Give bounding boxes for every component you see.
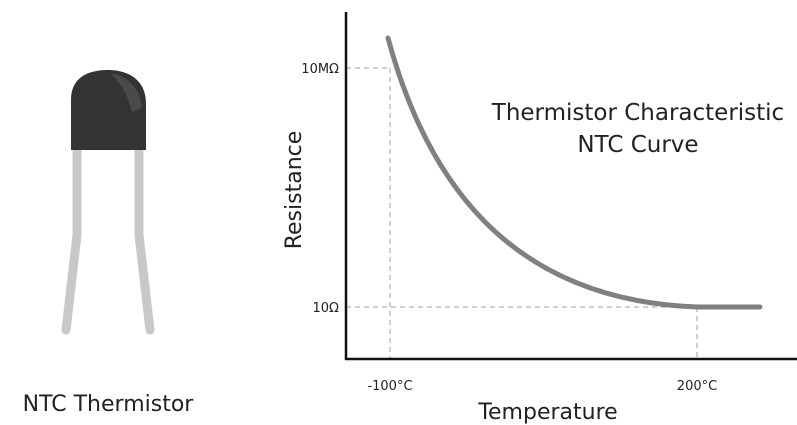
y-tick-10mohm: 10MΩ: [301, 62, 339, 77]
x-tick-minus100c: -100°C: [367, 379, 412, 394]
ntc-graph: 10MΩ 10Ω -100°C 200°C Resistance Tempera…: [282, 12, 797, 425]
thermistor-body-highlight: [110, 73, 142, 112]
thermistor-left-lead: [61, 143, 82, 335]
y-tick-10ohm: 10Ω: [313, 301, 340, 316]
thermistor-right-lead: [134, 143, 155, 335]
x-tick-200c: 200°C: [677, 379, 717, 394]
component-label: NTC Thermistor: [23, 392, 195, 417]
ntc-curve: [385, 35, 763, 310]
chart-title-line-1: Thermistor Characteristic: [491, 100, 784, 126]
x-axis-label: Temperature: [477, 400, 617, 425]
thermistor-illustration: [61, 70, 155, 335]
chart-title-line-2: NTC Curve: [577, 132, 698, 158]
y-axis-label: Resistance: [282, 131, 307, 250]
